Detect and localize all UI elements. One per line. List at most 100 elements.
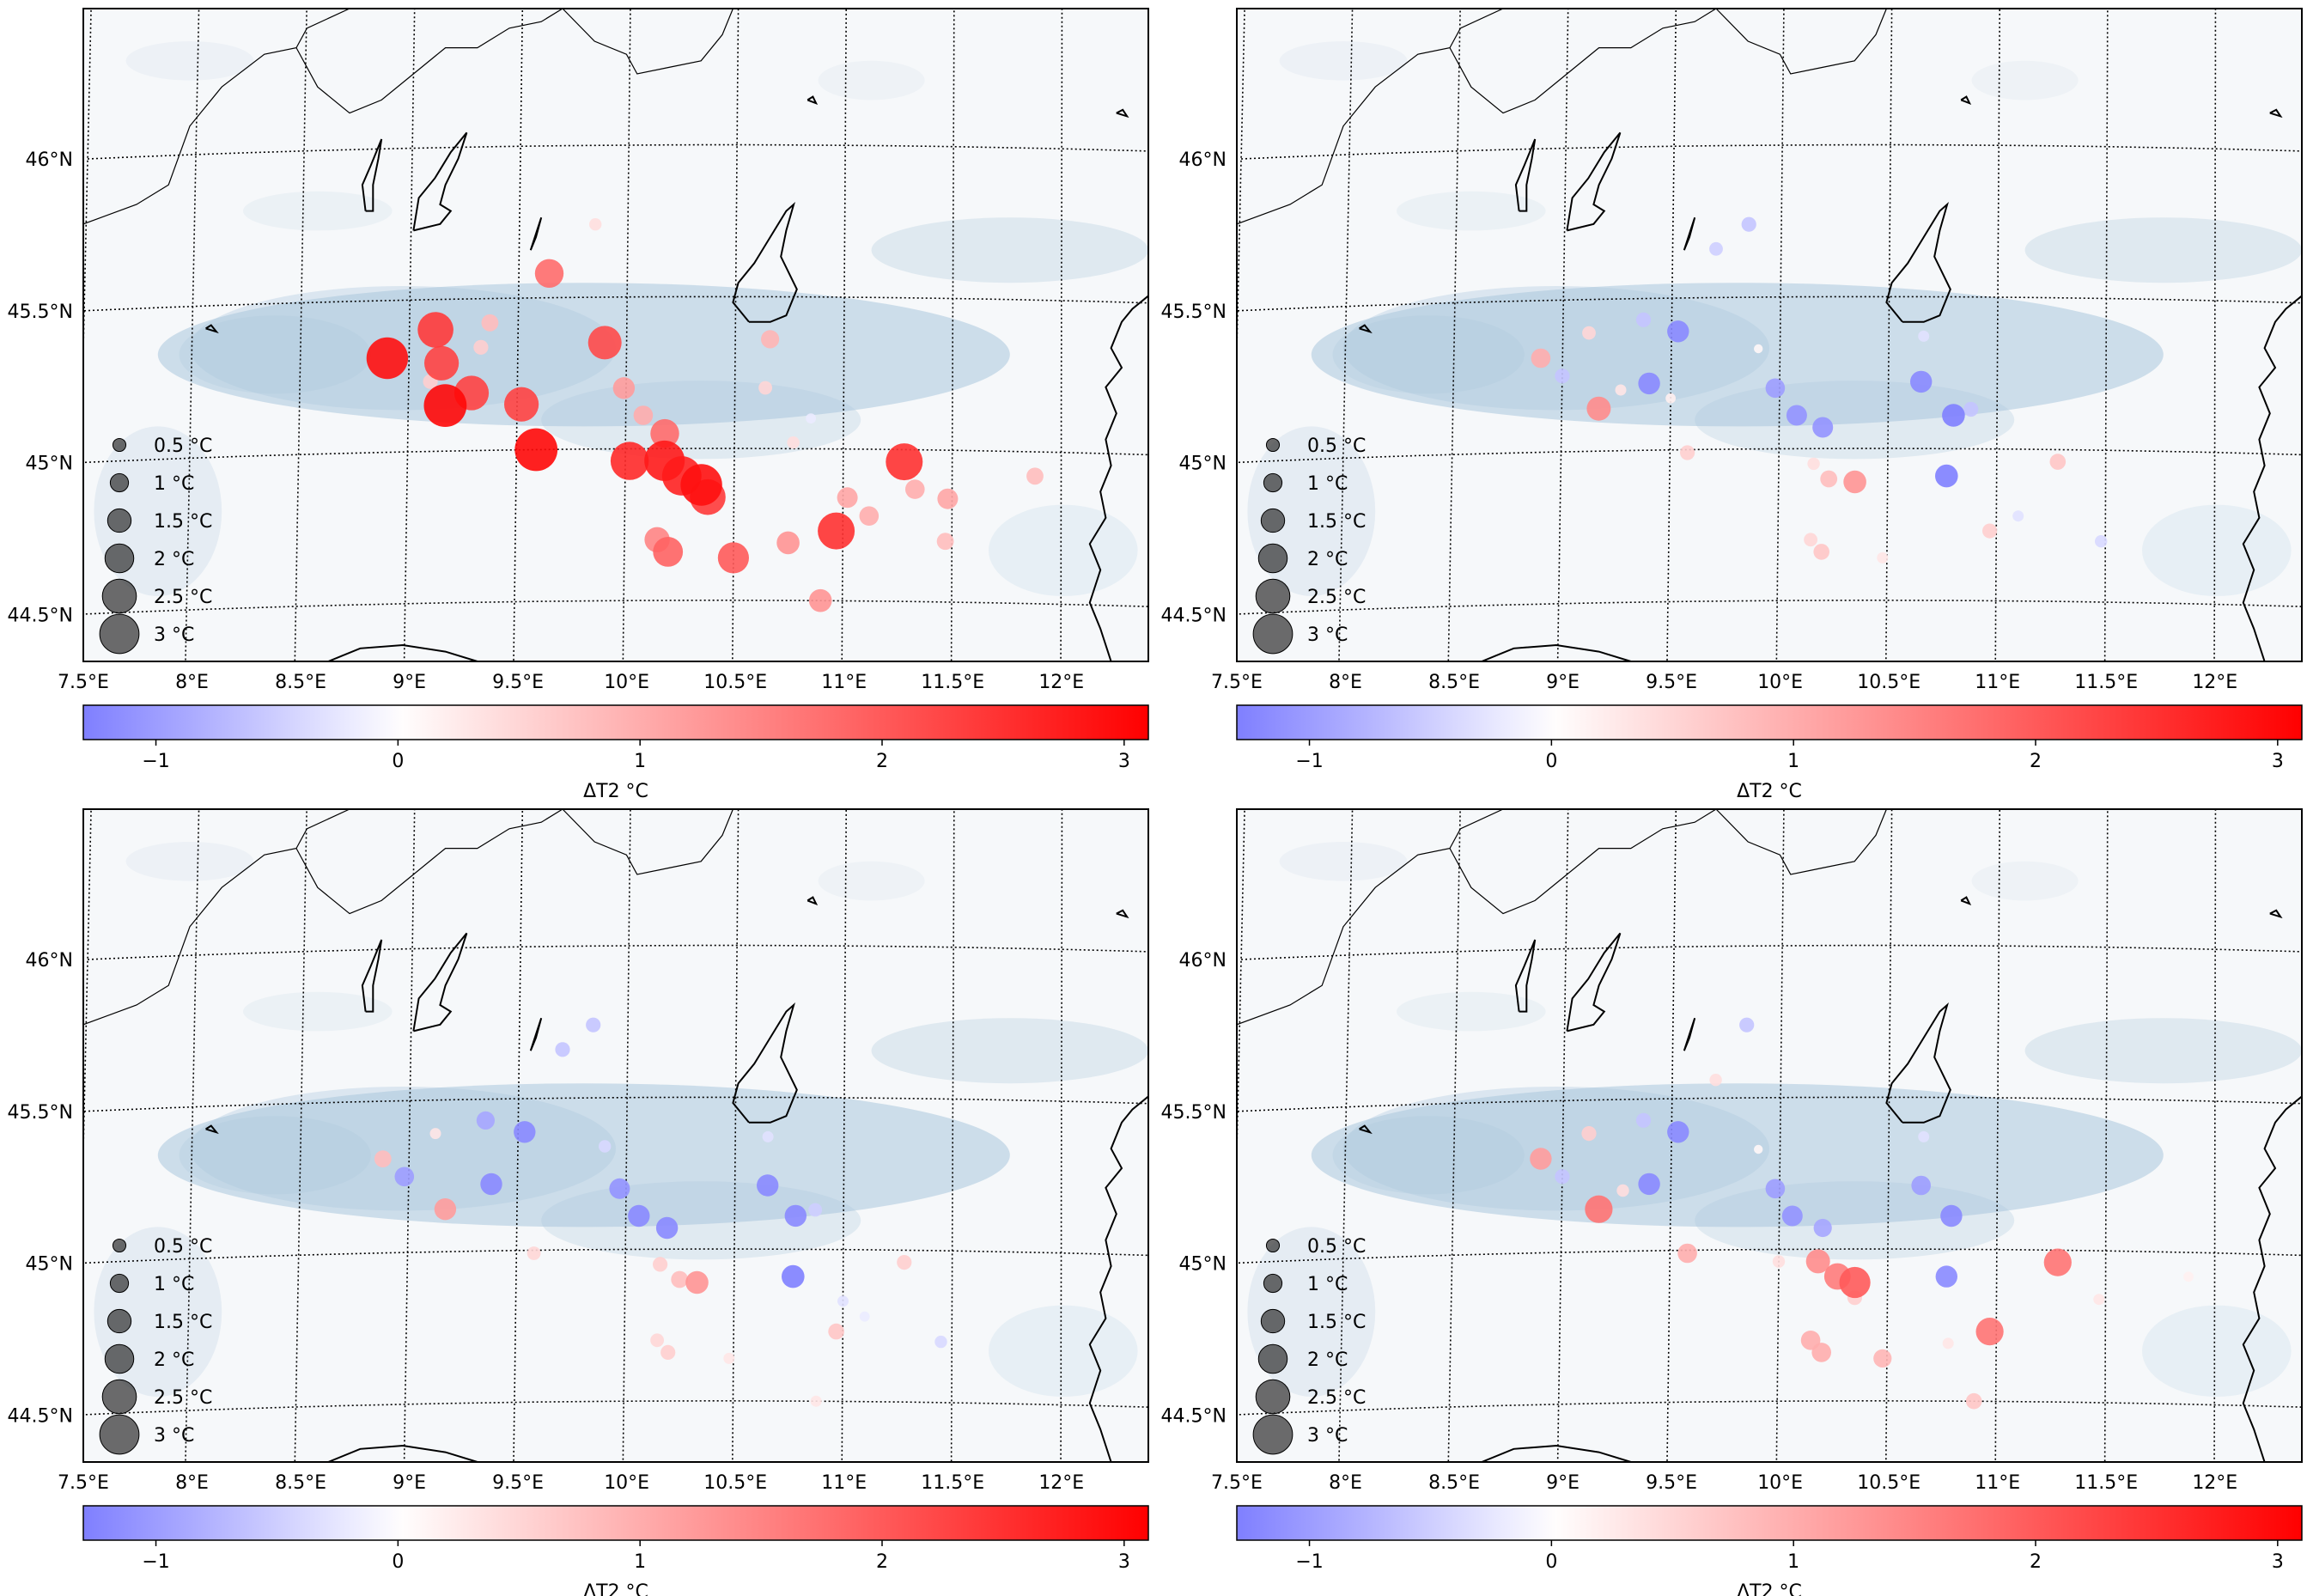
coastline	[1116, 108, 1129, 119]
lat-tick-label: 44.5°N	[8, 1405, 73, 1427]
station-marker	[1786, 405, 1807, 426]
legend-marker	[99, 613, 140, 655]
coastline	[205, 1124, 219, 1135]
map-frame	[1236, 8, 2303, 662]
station-marker	[1667, 320, 1689, 343]
station-marker	[586, 1017, 601, 1033]
station-marker	[1754, 344, 1763, 354]
parallel-line	[1237, 1248, 2302, 1264]
station-marker	[1935, 1265, 1957, 1288]
field-patch	[179, 1116, 371, 1195]
colorbar-tick-label: 2	[2030, 1551, 2042, 1573]
lat-tick-label: 46°N	[26, 950, 73, 972]
field-patch	[2142, 504, 2292, 596]
station-marker	[782, 1264, 805, 1288]
lon-tick-label: 10°E	[604, 672, 649, 693]
coastline	[1088, 1095, 1148, 1462]
station-marker	[758, 381, 772, 395]
station-marker	[1555, 1169, 1570, 1185]
colorbar-tick-label: 1	[1787, 751, 1799, 772]
station-marker	[1709, 241, 1723, 256]
lat-tick-label: 46°N	[26, 149, 73, 171]
station-marker	[761, 330, 780, 349]
coastline	[1566, 131, 1622, 232]
field-patch	[541, 381, 861, 460]
field-patch	[125, 842, 254, 881]
station-marker	[653, 1257, 668, 1272]
background-field	[94, 842, 1148, 1398]
station-marker	[1781, 1205, 1803, 1227]
map-content: 0.5 °C 1 °C 1.5 °C 2 °C 2.5 °C 3 °C	[83, 9, 1148, 661]
field-patch	[871, 217, 1148, 283]
station-marker	[423, 384, 467, 427]
station-marker	[1982, 523, 1998, 539]
station-marker	[429, 1128, 441, 1140]
coastline	[732, 202, 798, 323]
station-marker	[534, 259, 564, 288]
coastline	[2269, 909, 2283, 919]
field-patch	[1332, 1116, 1525, 1195]
station-marker	[1585, 1195, 1613, 1223]
border-line	[562, 9, 733, 75]
lat-tick-label: 45.5°N	[8, 302, 73, 323]
station-marker	[2183, 1271, 2194, 1282]
station-marker	[1820, 470, 1838, 488]
colorbar-label: ΔT2 °C	[1737, 1581, 1802, 1596]
field-patch	[1311, 1083, 2164, 1227]
field-patch	[818, 60, 925, 101]
station-marker	[366, 337, 409, 380]
field-patch	[243, 991, 393, 1032]
field-patch	[179, 315, 371, 394]
colorbar-tick-label: 2	[876, 1551, 888, 1573]
parallel-line	[1240, 143, 2302, 160]
lat-tick-label: 46°N	[1179, 950, 1227, 972]
station-points	[374, 1017, 947, 1407]
station-marker	[555, 1042, 570, 1057]
station-marker	[1667, 1121, 1689, 1143]
legend-label: 1 °C	[154, 473, 194, 495]
map-panel-bottom-left: 0.5 °C 1 °C 1.5 °C 2 °C 2.5 °C 3 °C 44.5°N 45°N…	[8, 808, 1149, 1596]
field-patch	[541, 1181, 861, 1260]
coastline	[412, 932, 468, 1033]
parallel-line	[1240, 944, 2302, 960]
colorbar-tick-label: 3	[1118, 1551, 1130, 1573]
field-patch	[989, 504, 1138, 596]
lon-tick-label: 9.5°E	[1646, 672, 1697, 693]
border-line	[1715, 9, 1887, 75]
station-marker	[905, 479, 925, 499]
station-marker	[1638, 372, 1660, 395]
coastline	[1683, 1017, 1696, 1051]
station-marker	[859, 506, 880, 526]
field-patch	[243, 191, 393, 231]
station-marker	[1911, 1175, 1931, 1196]
size-legend: 0.5 °C 1 °C 1.5 °C 2 °C 2.5 °C 3 °C	[1252, 1236, 1366, 1455]
legend-marker	[104, 1343, 135, 1374]
legend-marker	[1265, 437, 1281, 453]
map-frame	[1236, 808, 2303, 1463]
coastlines	[1237, 9, 2302, 661]
legend-marker	[1252, 613, 1294, 655]
lat-tick-label: 45°N	[1179, 1254, 1227, 1276]
station-marker	[937, 488, 959, 509]
station-marker	[808, 588, 832, 612]
legend-label: 3 °C	[154, 624, 194, 646]
legend-label: 3 °C	[1307, 1425, 1348, 1447]
colorbar-tick-label: 1	[634, 1551, 646, 1573]
graticule	[1237, 809, 2302, 1462]
parallel-line	[1237, 448, 2302, 464]
station-marker	[837, 487, 858, 509]
station-marker	[660, 1344, 676, 1360]
coastline	[807, 896, 819, 906]
size-legend: 0.5 °C 1 °C 1.5 °C 2 °C 2.5 °C 3 °C	[99, 1236, 212, 1455]
border-line	[83, 9, 350, 225]
colorbar-tick-label: −1	[1295, 751, 1323, 772]
station-marker	[1635, 1112, 1652, 1128]
map-frame	[82, 808, 1149, 1463]
legend-marker	[1252, 1414, 1294, 1455]
station-marker	[653, 537, 684, 567]
station-marker	[685, 1270, 709, 1294]
station-marker	[787, 436, 800, 449]
legend-label: 1.5 °C	[1307, 511, 1366, 533]
legend-label: 2.5 °C	[1307, 1387, 1366, 1409]
station-points	[1531, 216, 2108, 563]
